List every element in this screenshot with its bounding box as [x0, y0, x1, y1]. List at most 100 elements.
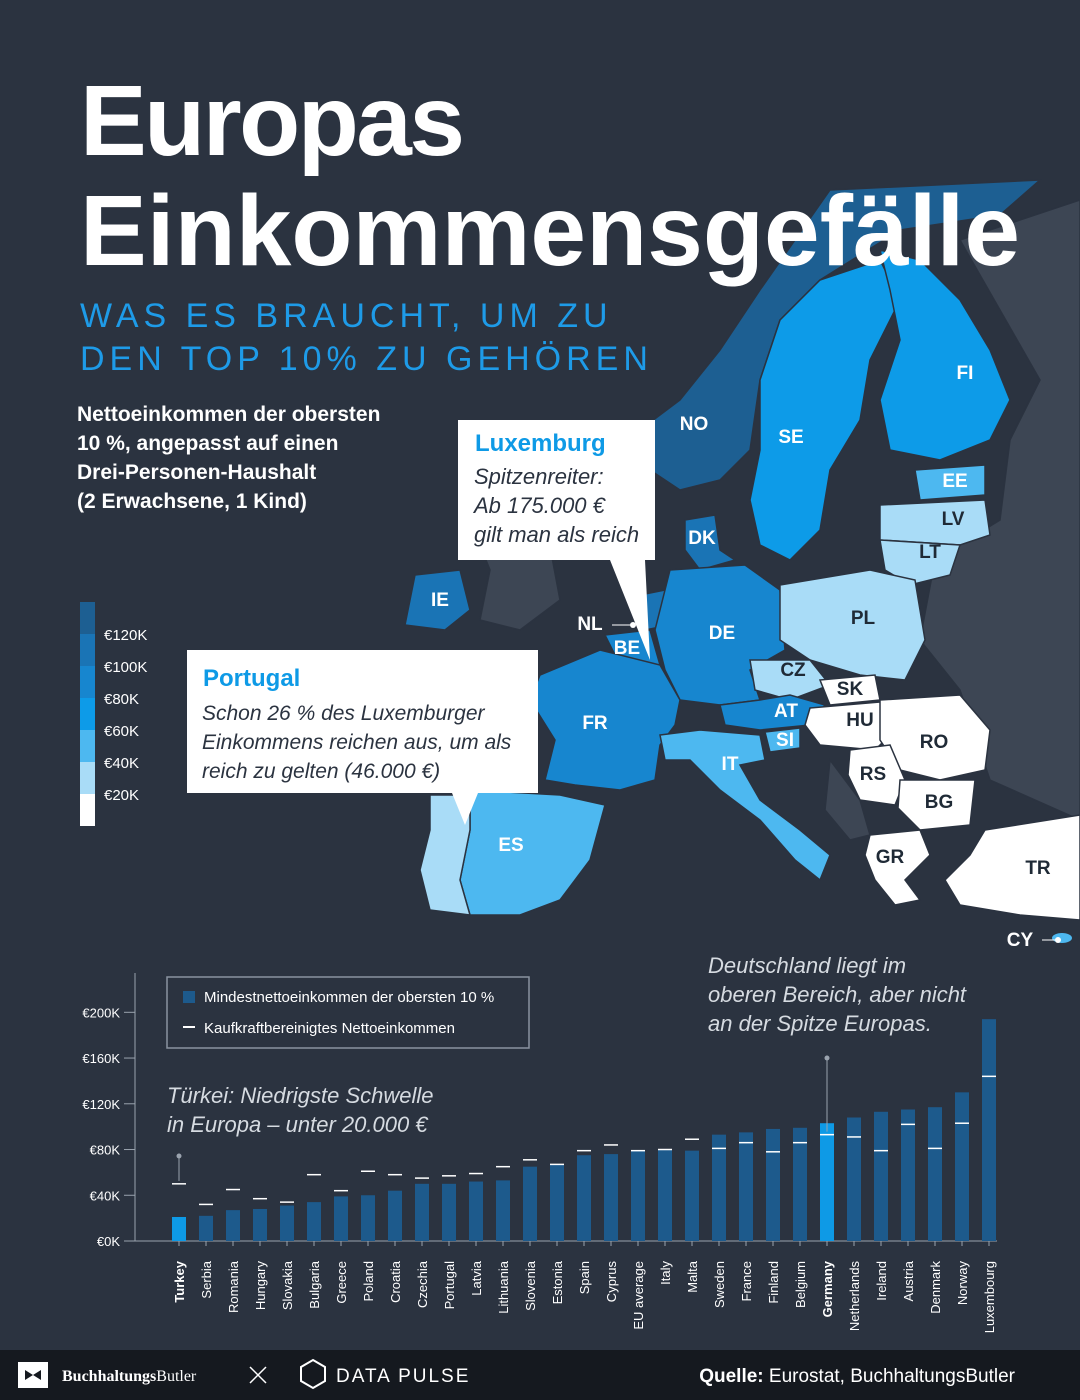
- country-label: CZ: [780, 660, 806, 681]
- bar: [901, 1109, 915, 1241]
- bar: [685, 1150, 699, 1241]
- callout-text: Spitzenreiter:: [474, 464, 604, 489]
- legend-label: Mindestnettoeinkommen der obersten 10 %: [204, 989, 494, 1006]
- bar: [523, 1166, 537, 1241]
- legend-labels: €120K €100K €80K €60K €40K €20K: [104, 627, 147, 804]
- bar: [172, 1216, 186, 1241]
- bar: [577, 1155, 591, 1241]
- x-tick-label: Slovakia: [280, 1260, 295, 1310]
- callout-text: gilt man als reich: [474, 522, 639, 547]
- country-label: IE: [431, 590, 449, 611]
- callout-title: Portugal: [203, 665, 300, 692]
- bar: [388, 1190, 402, 1241]
- country-label: SK: [837, 679, 864, 700]
- legend-label: €60K: [104, 723, 139, 740]
- legend-label: €100K: [104, 659, 147, 676]
- partner: DATA PULSE: [336, 1366, 470, 1387]
- y-tick-label: €160K: [82, 1051, 120, 1066]
- x-tick-label: Austria: [901, 1260, 916, 1301]
- country-label: HU: [846, 710, 873, 731]
- swatch: [80, 698, 95, 730]
- x-tick-label: Germany: [820, 1260, 835, 1317]
- pointer: [630, 622, 636, 628]
- bar: [658, 1149, 672, 1241]
- x-tick-label: Bulgaria: [307, 1260, 322, 1308]
- legend-label: Kaufkraftbereinigtes Nettoeinkommen: [204, 1020, 455, 1037]
- y-tick-label: €40K: [90, 1188, 121, 1203]
- bar: [847, 1117, 861, 1241]
- country-label: LT: [919, 542, 941, 563]
- description: Nettoeinkommen der obersten 10 %, angepa…: [77, 403, 380, 513]
- bar: [766, 1128, 780, 1241]
- callout-text: Einkommens reichen aus, um als: [202, 731, 512, 754]
- x-tick-label: Portugal: [442, 1261, 457, 1310]
- x-tick-label: Italy: [658, 1261, 673, 1285]
- country: [764, 727, 801, 753]
- bar: [955, 1092, 969, 1241]
- x-tick-label: Latvia: [469, 1260, 484, 1295]
- x-tick-label: France: [739, 1261, 754, 1301]
- legend-label: €120K: [104, 627, 147, 644]
- y-tick-label: €200K: [82, 1005, 120, 1020]
- x-tick-label: Croatia: [388, 1260, 403, 1303]
- bar: [982, 1019, 996, 1241]
- description-line: Nettoeinkommen der obersten: [77, 403, 380, 426]
- swatch: [80, 634, 95, 666]
- swatch: [80, 666, 95, 698]
- logo: [25, 1370, 41, 1380]
- x-tick-label: EU average: [631, 1261, 646, 1330]
- bar: [496, 1180, 510, 1241]
- x-tick-label: Luxembourg: [982, 1261, 997, 1333]
- x-tick-label: Netherlands: [847, 1261, 862, 1332]
- subtitle: DEN TOP 10% ZU GEHÖREN: [80, 340, 653, 378]
- country: [684, 514, 737, 571]
- country-label: CY: [1007, 930, 1034, 951]
- footer: [0, 1350, 1080, 1400]
- bar: [631, 1150, 645, 1241]
- legend-label: €40K: [104, 755, 139, 772]
- country: [779, 569, 926, 681]
- country-label: SI: [776, 730, 794, 751]
- source-label: Quelle:: [699, 1366, 763, 1387]
- annotation-dot: [176, 1153, 182, 1159]
- swatch: [80, 602, 95, 634]
- country: [1052, 933, 1072, 943]
- bar: [226, 1210, 240, 1241]
- brand-part: Buchhaltungs: [62, 1368, 156, 1385]
- annotation-dot: [824, 1055, 830, 1061]
- country: [659, 729, 831, 882]
- swatch: [80, 794, 95, 826]
- source: Quelle: Eurostat, BuchhaltungsButler: [699, 1366, 1015, 1387]
- country: [897, 779, 976, 831]
- country: [847, 744, 906, 806]
- x-tick-label: Romania: [226, 1260, 241, 1313]
- country: [914, 464, 986, 501]
- country: [749, 659, 832, 701]
- bar: [739, 1132, 753, 1241]
- x-tick-label: Ireland: [874, 1261, 889, 1301]
- country-label: SE: [778, 427, 803, 448]
- bar-chart: €0K €40K €80K €120K €160K €200K Turkey Serbia Ro…: [82, 953, 997, 1333]
- country-label: NL: [577, 614, 603, 635]
- callout-text: Schon 26 % des Luxemburger: [202, 702, 486, 725]
- x-tick-label: Belgium: [793, 1261, 808, 1308]
- country: [878, 248, 1011, 461]
- country: [879, 499, 991, 546]
- y-tick-label: €0K: [97, 1234, 120, 1249]
- bar: [712, 1134, 726, 1241]
- country: [864, 829, 931, 906]
- x-tick-label: Sweden: [712, 1261, 727, 1308]
- legend-swatch: [183, 991, 195, 1003]
- annotation: in Europa – unter 20.000 €: [167, 1112, 429, 1137]
- map-legend: €120K €100K €80K €60K €40K €20K: [80, 602, 147, 826]
- description-line: Drei-Personen-Haushalt: [77, 461, 316, 484]
- logo: [300, 1358, 326, 1390]
- country-label: AT: [774, 701, 798, 722]
- x-tick-label: Slovenia: [523, 1260, 538, 1311]
- country-label: NO: [680, 414, 709, 435]
- bar: [361, 1195, 375, 1241]
- country: [879, 539, 962, 586]
- bar: [928, 1107, 942, 1241]
- bar: [550, 1164, 564, 1241]
- x-tick-label: Lithuania: [496, 1260, 511, 1314]
